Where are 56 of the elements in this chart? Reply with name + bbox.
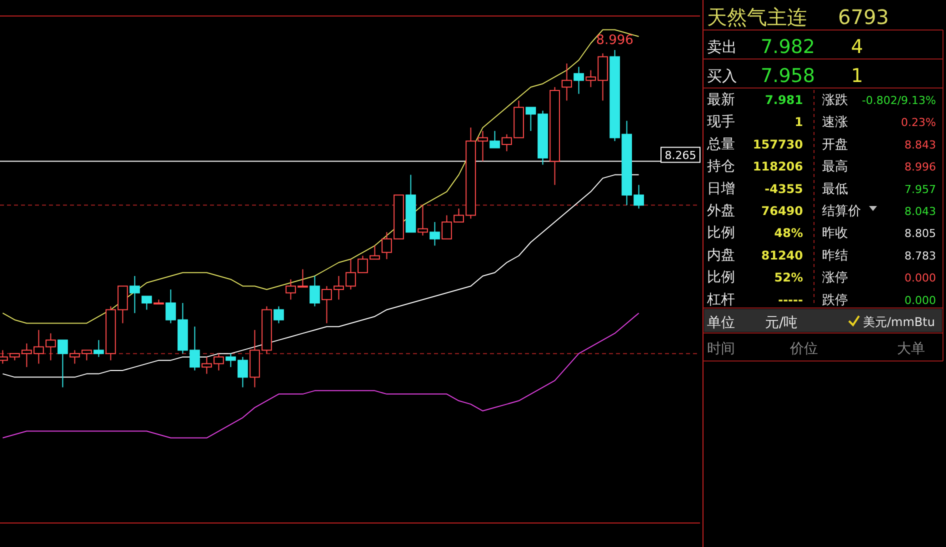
text: 昨结 xyxy=(822,248,848,264)
text: 开盘 xyxy=(822,137,848,152)
text: 8.265 xyxy=(664,148,696,162)
text: 8.043 xyxy=(904,205,936,218)
text: 卖出 xyxy=(707,38,737,56)
text: 8.783 xyxy=(904,249,936,262)
text: 1 xyxy=(794,115,803,130)
text: 7.957 xyxy=(904,182,936,196)
text: 7.981 xyxy=(765,93,803,107)
text: 单位 xyxy=(707,315,735,331)
text: 涨停 xyxy=(822,270,848,286)
text: 0.000 xyxy=(904,294,936,307)
text: -4355 xyxy=(764,182,803,196)
text: 1 xyxy=(850,65,864,87)
text: 结算价 xyxy=(822,204,861,219)
text: 76490 xyxy=(761,204,803,218)
text: ----- xyxy=(778,292,804,307)
text: 4 xyxy=(850,36,864,58)
text: 0.23% xyxy=(901,116,936,130)
text: 杠杆 xyxy=(706,292,735,308)
text: 内盘 xyxy=(707,247,735,264)
text: 涨跌 xyxy=(822,93,848,108)
text: 最新 xyxy=(707,92,735,108)
text: 速涨 xyxy=(822,115,848,130)
text: 81240 xyxy=(761,248,803,262)
text: 大单 xyxy=(897,341,925,357)
text: 买入 xyxy=(707,67,737,85)
text: 157730 xyxy=(752,137,803,152)
text: 比例 xyxy=(707,225,735,242)
text: -0.802/9.13% xyxy=(862,94,936,107)
text: 52% xyxy=(774,270,803,285)
annotation: 8.996 xyxy=(596,33,634,48)
text: 48% xyxy=(774,226,803,240)
text: 最低 xyxy=(822,182,848,197)
text: 比例 xyxy=(707,270,735,286)
text: 元/吨 xyxy=(765,315,798,331)
text: 日增 xyxy=(707,180,735,197)
text: 7.982 xyxy=(760,36,815,58)
text: 118206 xyxy=(752,160,803,174)
text: 8.996 xyxy=(904,160,936,174)
text: 价位 xyxy=(789,341,818,357)
text: 美元/mmBtu xyxy=(863,315,935,329)
text: 6793 xyxy=(838,5,889,29)
text: 7.958 xyxy=(760,65,815,87)
text: 持仓 xyxy=(707,158,735,175)
text: 8.805 xyxy=(904,227,936,240)
text: 8.843 xyxy=(904,138,936,152)
text: 现手 xyxy=(707,114,735,130)
text: 昨收 xyxy=(822,226,848,242)
text: 时间 xyxy=(707,341,735,357)
text: 天然气主连 xyxy=(707,5,807,29)
text: 0.000 xyxy=(904,272,936,285)
text: 外盘 xyxy=(707,203,735,219)
text: 跌停 xyxy=(822,292,848,308)
text: 最高 xyxy=(822,158,848,175)
text: 总量 xyxy=(706,136,735,152)
